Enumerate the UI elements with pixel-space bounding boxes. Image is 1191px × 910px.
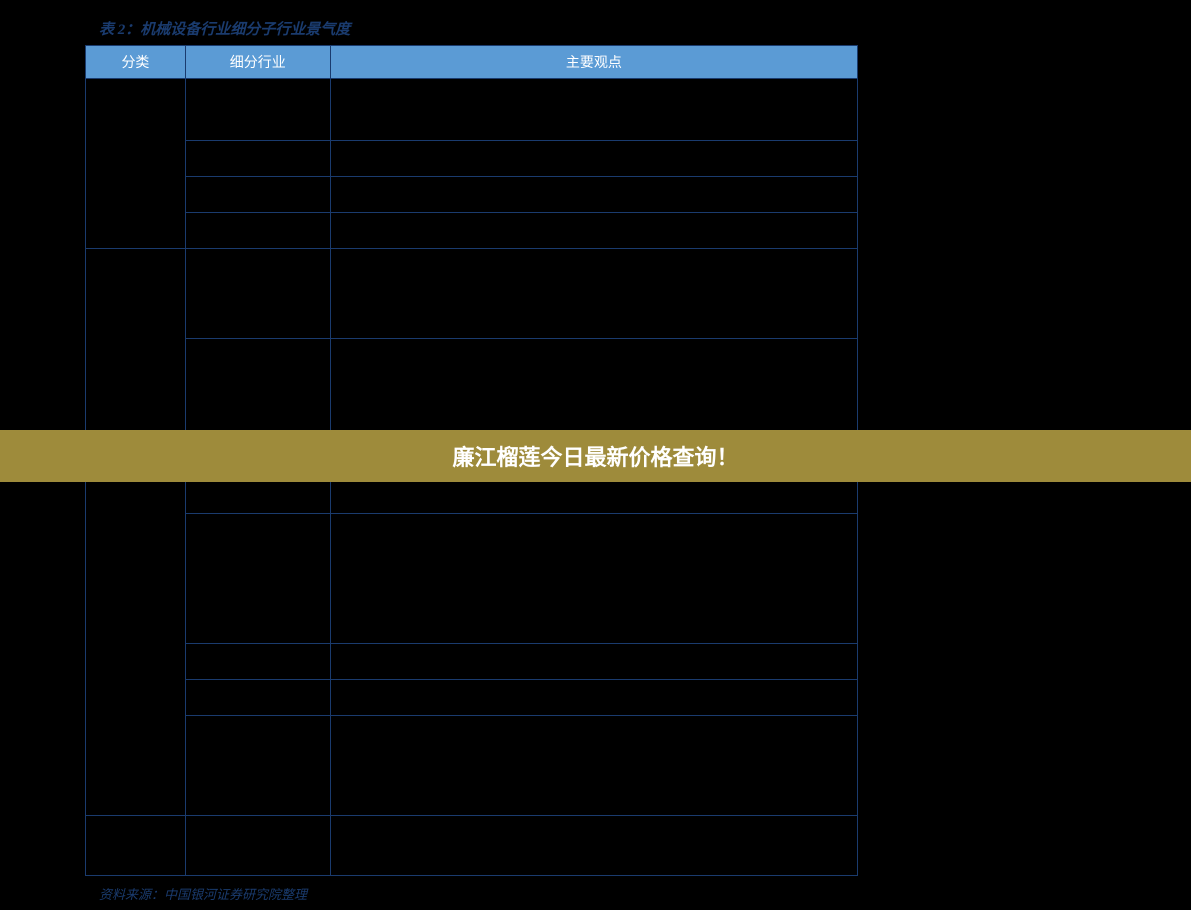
cell-viewpoint bbox=[330, 339, 857, 444]
cell-category bbox=[86, 79, 186, 249]
table-row bbox=[86, 680, 858, 716]
table-row bbox=[86, 816, 858, 876]
cell-subindustry bbox=[185, 249, 330, 339]
cell-viewpoint bbox=[330, 249, 857, 339]
cell-viewpoint bbox=[330, 79, 857, 141]
cell-subindustry bbox=[185, 816, 330, 876]
table-row bbox=[86, 339, 858, 444]
table-row bbox=[86, 644, 858, 680]
cell-viewpoint bbox=[330, 213, 857, 249]
cell-category bbox=[86, 249, 186, 816]
cell-subindustry bbox=[185, 339, 330, 444]
column-header-category: 分类 bbox=[86, 46, 186, 79]
cell-viewpoint bbox=[330, 177, 857, 213]
cell-subindustry bbox=[185, 514, 330, 644]
source-note: 资料来源：中国银河证券研究院整理 bbox=[85, 884, 858, 903]
cell-subindustry bbox=[185, 177, 330, 213]
table-header-row: 分类 细分行业 主要观点 bbox=[86, 46, 858, 79]
table-row bbox=[86, 79, 858, 141]
table-row bbox=[86, 141, 858, 177]
column-header-viewpoint: 主要观点 bbox=[330, 46, 857, 79]
cell-viewpoint bbox=[330, 644, 857, 680]
cell-subindustry bbox=[185, 644, 330, 680]
overlay-banner: 廉江榴莲今日最新价格查询！ bbox=[0, 430, 1191, 482]
cell-viewpoint bbox=[330, 816, 857, 876]
cell-viewpoint bbox=[330, 716, 857, 816]
cell-subindustry bbox=[185, 680, 330, 716]
table-row bbox=[86, 514, 858, 644]
table-row bbox=[86, 716, 858, 816]
banner-text: 廉江榴莲今日最新价格查询！ bbox=[452, 440, 738, 472]
cell-viewpoint bbox=[330, 680, 857, 716]
cell-viewpoint bbox=[330, 514, 857, 644]
cell-subindustry bbox=[185, 716, 330, 816]
column-header-subindustry: 细分行业 bbox=[185, 46, 330, 79]
table-row bbox=[86, 177, 858, 213]
table-row bbox=[86, 213, 858, 249]
cell-viewpoint bbox=[330, 141, 857, 177]
cell-subindustry bbox=[185, 141, 330, 177]
table-title: 表 2：机械设备行业细分子行业景气度 bbox=[85, 18, 858, 39]
cell-category bbox=[86, 816, 186, 876]
table-row bbox=[86, 249, 858, 339]
cell-subindustry bbox=[185, 213, 330, 249]
cell-subindustry bbox=[185, 79, 330, 141]
